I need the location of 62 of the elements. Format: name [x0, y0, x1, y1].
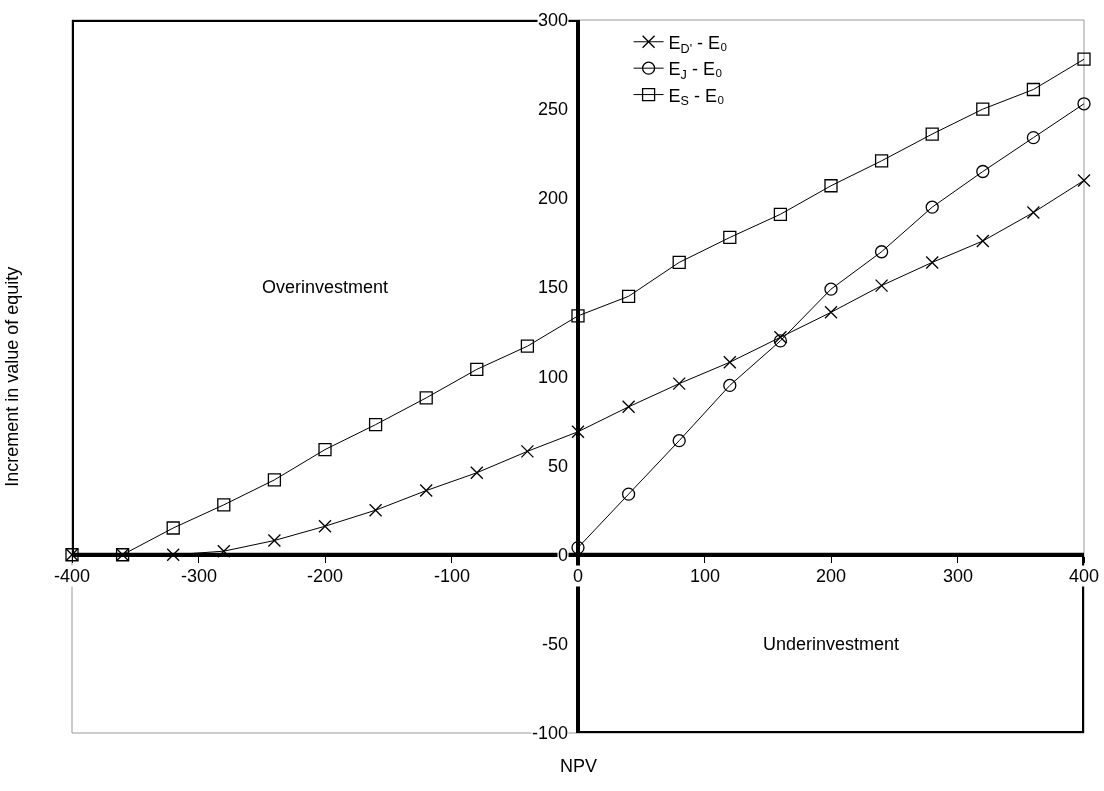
x-tick-label: 400: [1069, 566, 1100, 586]
x-tick-label: -300: [181, 566, 218, 586]
y-axis-title: Increment in value of equity: [1, 266, 22, 487]
point: [925, 200, 939, 214]
y-tick-label: 250: [538, 99, 569, 119]
x-tick-label: 0: [573, 566, 584, 586]
point: [419, 391, 433, 405]
point: [723, 355, 737, 369]
point: [773, 207, 788, 221]
point: [672, 255, 686, 270]
point: [267, 473, 282, 487]
point: [368, 417, 383, 432]
y-tick-label: -100: [532, 723, 569, 743]
y-tick-label: 0: [558, 545, 569, 565]
point: [470, 466, 484, 480]
point: [925, 255, 939, 270]
point: [1077, 97, 1091, 111]
x-tick-label: -400: [54, 566, 91, 586]
point: [824, 179, 838, 193]
point: [621, 487, 636, 501]
x-tick-label: 100: [690, 566, 721, 586]
point: [723, 230, 737, 245]
point: [925, 127, 939, 141]
point: [1077, 173, 1091, 188]
y-tick-label: 100: [538, 367, 569, 387]
x-axis-title: NPV: [560, 756, 598, 776]
point: [621, 289, 636, 303]
point: [1077, 52, 1091, 66]
point: [571, 309, 585, 323]
annotation: Underinvestment: [763, 634, 900, 654]
point: [976, 164, 990, 179]
legend-label: E$_{S}$ - E₀: [668, 85, 725, 109]
y-tick-label: 200: [538, 188, 569, 208]
x-tick-label: -100: [434, 566, 471, 586]
point: [419, 483, 433, 498]
point: [773, 334, 788, 348]
point: [520, 339, 535, 353]
x-tick-label: -200: [307, 566, 344, 586]
point: [723, 378, 737, 393]
point: [166, 521, 180, 535]
point: [976, 102, 990, 116]
legend-label: E$_{D'}$ - E₀: [668, 32, 728, 56]
point: [621, 400, 636, 414]
point: [824, 282, 838, 296]
y-tick-label: 150: [538, 277, 569, 297]
point: [1026, 130, 1041, 145]
point: [1026, 82, 1041, 97]
point: [217, 498, 231, 512]
point: [874, 154, 889, 168]
point: [318, 442, 332, 457]
point: [470, 362, 484, 377]
y-tick-label: 300: [538, 10, 569, 30]
x-tick-label: 200: [816, 566, 847, 586]
point: [368, 503, 383, 517]
y-tick-label: -50: [542, 634, 569, 654]
point: [672, 434, 686, 448]
y-tick-label: 50: [548, 456, 569, 476]
point: [874, 245, 889, 259]
annotation: Overinvestment: [262, 277, 389, 297]
legend-label: E$_{J}$ - E₀: [668, 59, 723, 82]
x-tick-label: 300: [943, 566, 974, 586]
point: [672, 376, 686, 391]
